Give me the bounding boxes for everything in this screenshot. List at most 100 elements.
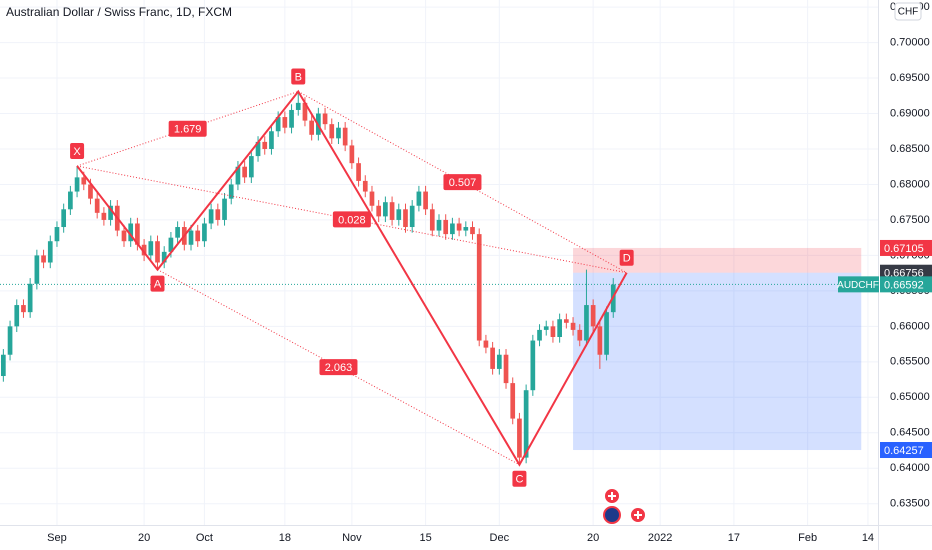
y-tick-label: 0.65000	[890, 391, 930, 403]
candle-body	[584, 305, 589, 341]
candle-body	[81, 177, 87, 185]
y-tick-label: 0.67500	[890, 214, 930, 226]
ratio-line	[298, 91, 627, 274]
candle-body	[41, 255, 46, 263]
ratio-label: 1.679	[174, 124, 202, 136]
candle-body	[423, 191, 428, 210]
ratio-label: 2.063	[325, 362, 353, 374]
pattern-line	[76, 89, 628, 467]
candle-body	[490, 347, 495, 369]
candle-body	[27, 283, 33, 313]
candle-body	[496, 354, 502, 369]
y-tick-label: 0.64500	[890, 427, 930, 439]
y-tick-label: 0.63500	[890, 498, 930, 510]
candle-body	[128, 223, 134, 242]
candle-body	[483, 340, 489, 348]
candle-body	[369, 191, 375, 206]
currency-label: CHF	[898, 7, 919, 18]
x-tick-label: 14	[862, 532, 874, 544]
event-icon[interactable]	[603, 506, 621, 524]
point-label-box	[70, 143, 85, 160]
x-tick-label: Dec	[490, 532, 510, 544]
point-label-box	[619, 249, 634, 266]
candle-body	[101, 212, 107, 220]
y-tick-label: 0.69500	[890, 72, 930, 84]
candle-body	[443, 219, 449, 235]
ratio-label: 0.028	[338, 214, 366, 226]
last-price-label: 0.66592	[884, 279, 924, 291]
candle-body	[302, 102, 308, 121]
candle-body	[403, 209, 408, 228]
ratio-label-box	[443, 174, 482, 191]
candle-body	[282, 117, 288, 128]
candle-body	[503, 354, 509, 384]
candle-body	[376, 205, 382, 217]
candle-body	[523, 390, 529, 458]
point-label: X	[73, 146, 81, 158]
candle-body	[336, 127, 341, 139]
candle-body	[262, 141, 268, 149]
x-tick-label: 18	[279, 532, 291, 544]
currency-badge[interactable]	[894, 2, 922, 21]
candle-body	[563, 319, 569, 323]
point-label: B	[295, 71, 302, 83]
candle-body	[416, 191, 422, 206]
candle-body	[155, 241, 160, 263]
candle-body	[456, 223, 462, 231]
x-tick-label: Nov	[342, 532, 362, 544]
y-tick-label: 0.68000	[890, 178, 930, 190]
candle-body	[470, 227, 475, 235]
x-tick-label: 2022	[648, 532, 672, 544]
candle-body	[383, 202, 388, 217]
candle-body	[570, 322, 576, 330]
stop-price-label-box	[880, 239, 932, 256]
last-price-label-box	[880, 276, 932, 293]
y-tick-label: 0.69000	[890, 107, 930, 119]
candle-body	[175, 227, 180, 238]
x-tick-label: 20	[138, 532, 150, 544]
candle-body	[242, 166, 247, 178]
candle-body	[517, 418, 522, 458]
candle-body	[550, 326, 556, 337]
axes: 0.63500 0.64000 0.64500 0.65000 0.65500 0.660…	[47, 1, 932, 544]
x-tick-label: Feb	[798, 532, 817, 544]
candle-body	[195, 230, 201, 242]
x-tick-label: 15	[419, 532, 431, 544]
candle-body	[255, 141, 261, 157]
candle-body	[329, 124, 335, 139]
point-label: D	[623, 253, 631, 265]
candle-body	[202, 223, 207, 242]
x-tick-label: 20	[587, 532, 599, 544]
candle-body	[396, 209, 402, 220]
candle-body	[510, 383, 516, 419]
candle-body	[54, 227, 60, 242]
candle-body	[21, 305, 26, 313]
candle-body	[141, 244, 147, 256]
ratio-label-box	[319, 359, 358, 376]
y-tick-label: 0.66000	[890, 320, 930, 332]
candle-body	[322, 113, 328, 125]
y-tick-label: 0.64000	[890, 462, 930, 474]
candle-body	[429, 209, 435, 231]
ratio-label-box	[168, 120, 207, 137]
candle-body	[228, 184, 234, 199]
candle-body	[436, 219, 442, 231]
symbol-label-box	[838, 276, 879, 293]
candle-body	[389, 202, 395, 220]
y-tick-label: 0.68500	[890, 143, 930, 155]
candle-body	[34, 255, 40, 284]
symbol-label: AUDCHF	[837, 280, 879, 291]
y-tick-label: 0.70000	[890, 36, 930, 48]
candle-body	[135, 223, 140, 245]
x-tick-label: Oct	[196, 532, 213, 544]
event-icons[interactable]	[603, 487, 647, 524]
ratio-label-box	[332, 211, 371, 228]
stop-price-label: 0.67105	[884, 243, 924, 255]
candle-body	[68, 191, 73, 210]
candle-body	[1, 354, 6, 377]
candle-body	[543, 326, 549, 330]
candle-body	[537, 329, 542, 341]
candle-body	[590, 305, 596, 327]
